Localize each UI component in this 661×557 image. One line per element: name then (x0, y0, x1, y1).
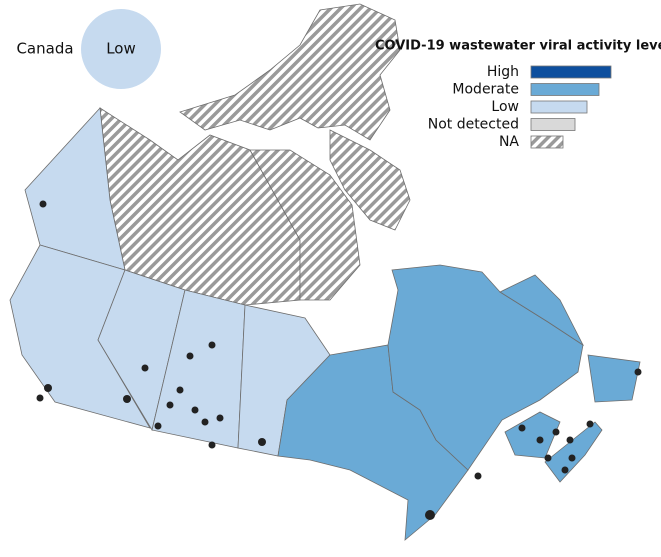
sampling-sites (36, 200, 642, 520)
site (568, 454, 576, 462)
site (44, 384, 52, 392)
site (208, 441, 216, 449)
nunavut (249, 149, 361, 301)
new-brunswick (504, 411, 561, 459)
legend-label: Low (491, 99, 519, 115)
site (176, 386, 184, 394)
newfoundland (587, 354, 641, 403)
site (552, 428, 560, 436)
site (536, 436, 544, 444)
badge-region: Canada (16, 40, 73, 58)
site (191, 406, 199, 414)
legend-swatch (530, 118, 576, 131)
quebec (387, 264, 584, 471)
legend-swatch (530, 100, 588, 114)
site (166, 401, 174, 409)
site (186, 352, 194, 360)
site (258, 438, 266, 446)
arctic-islands (179, 3, 401, 141)
legend-label: Not detected (428, 117, 519, 133)
badge-circle (81, 9, 161, 89)
site (123, 395, 131, 403)
legend-title: COVID-19 wastewater viral activity level (375, 39, 661, 54)
legend-swatch (530, 135, 564, 149)
site (586, 420, 594, 428)
site (201, 418, 209, 426)
nova-scotia (544, 421, 603, 483)
legend: COVID-19 wastewater viral activity level… (375, 39, 661, 151)
legend-swatch (530, 83, 600, 96)
legend-label: NA (499, 134, 519, 150)
site (141, 364, 149, 372)
site (36, 394, 44, 402)
site (154, 422, 162, 430)
site (39, 200, 47, 208)
legend-swatch (530, 65, 612, 79)
site (566, 436, 574, 444)
baffin-island (329, 129, 411, 231)
legend-label: Moderate (452, 82, 519, 98)
site (474, 472, 482, 480)
national-badge: Canada Low (16, 9, 161, 89)
site (216, 414, 224, 422)
site (208, 341, 216, 349)
site (425, 510, 435, 520)
site (518, 424, 526, 432)
legend-label: High (487, 64, 519, 80)
site (561, 466, 569, 474)
badge-level: Low (106, 40, 136, 58)
labrador (499, 274, 585, 347)
regions (9, 3, 641, 541)
site (544, 454, 552, 462)
site (634, 368, 642, 376)
